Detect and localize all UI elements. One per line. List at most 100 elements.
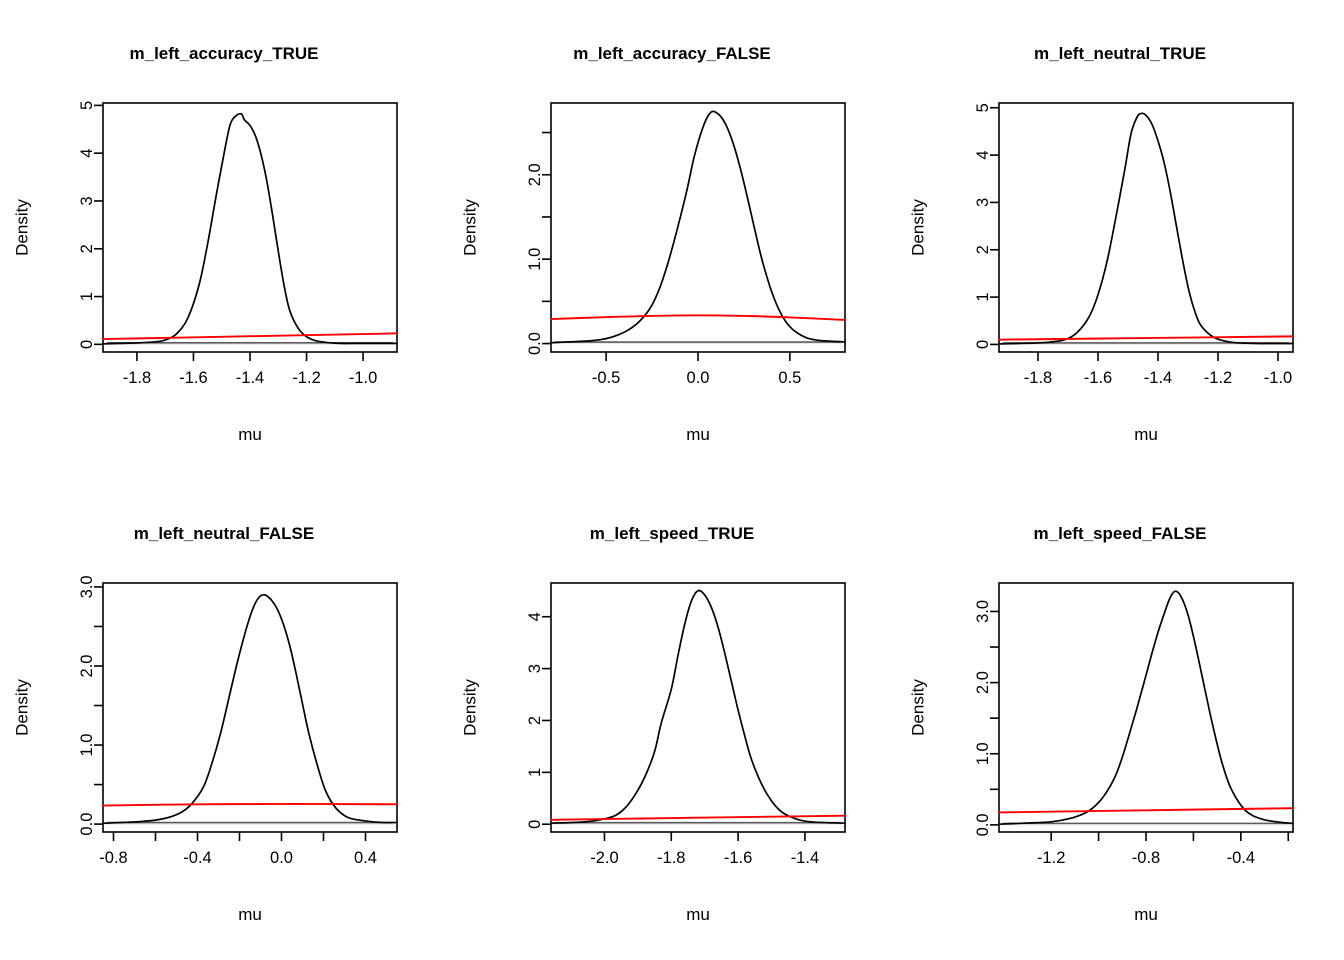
x-axis-tick-label: -1.6 xyxy=(1084,369,1112,387)
y-axis-tick-label: 3.0 xyxy=(78,575,96,598)
x-axis-tick-label: 0.4 xyxy=(354,849,377,867)
density-panel: m_left_accuracy_TRUE 0 1 2 3 4 5 -1.8 -1.6 -1.4 -1… xyxy=(0,0,448,480)
plot-canvas: 0.0 1.0 2.0 -0.5 0.0 0.5 Density mu xyxy=(461,102,846,444)
plot-canvas: 0 1 2 3 4 5 -1.8 -1.6 -1.4 -1.2 -1.0 Density mu xyxy=(909,102,1294,444)
posterior-density-curve xyxy=(998,112,1294,345)
x-axis-tick-label: -1.4 xyxy=(1144,369,1172,387)
y-axis-tick-label: 1 xyxy=(526,768,544,777)
x-axis-title: mu xyxy=(686,425,710,444)
x-axis-title: mu xyxy=(1134,425,1158,444)
x-axis-tick-label: -1.6 xyxy=(724,849,752,867)
x-axis-title: mu xyxy=(238,905,262,924)
posterior-density-curve xyxy=(102,593,398,825)
plot-box-frame xyxy=(550,582,846,833)
posterior-density-curve xyxy=(550,110,846,344)
prior-density-curve xyxy=(998,807,1294,814)
y-axis-tick-label: 4 xyxy=(78,149,96,158)
y-axis-tick-label: 2 xyxy=(974,245,992,254)
y-axis-tick-label: 0 xyxy=(526,820,544,829)
y-axis-tick-label: 3.0 xyxy=(974,600,992,623)
plot-box-frame xyxy=(998,102,1294,353)
y-axis-title: Density xyxy=(13,679,32,736)
x-axis-tick-label: -1.2 xyxy=(1204,369,1232,387)
x-axis-tick-label: -1.4 xyxy=(236,369,264,387)
y-axis-tick-label: 3 xyxy=(974,198,992,207)
x-axis-title: mu xyxy=(1134,905,1158,924)
y-axis-tick-label: 1.0 xyxy=(526,248,544,271)
panel-title: m_left_neutral_TRUE xyxy=(1034,44,1206,63)
posterior-density-curve xyxy=(550,589,846,825)
y-axis-tick-label: 4 xyxy=(974,150,992,159)
y-axis-title: Density xyxy=(13,199,32,256)
y-axis-tick-label: 1.0 xyxy=(974,742,992,765)
panel-title: m_left_speed_TRUE xyxy=(589,524,755,543)
plot-box-frame xyxy=(998,582,1294,833)
x-axis-title: mu xyxy=(686,905,710,924)
y-axis-tick-label: 0.0 xyxy=(526,332,544,355)
y-axis-tick-label: 5 xyxy=(78,101,96,110)
x-axis-tick-label: -0.4 xyxy=(1227,849,1255,867)
y-axis-tick-label: 1.0 xyxy=(78,734,96,757)
y-axis-tick-label: 0 xyxy=(78,340,96,349)
prior-density-curve xyxy=(102,332,398,341)
x-axis-tick-label: -1.8 xyxy=(1024,369,1052,387)
y-axis-tick-label: 2.0 xyxy=(974,671,992,694)
y-axis-tick-label: 2.0 xyxy=(526,163,544,186)
x-axis-tick-label: -1.2 xyxy=(292,369,320,387)
density-panel: m_left_accuracy_FALSE 0.0 1.0 2.0 -0.5 0.0 0.5… xyxy=(448,0,896,480)
y-axis-tick-label: 3 xyxy=(526,664,544,673)
x-axis-tick-label: 0.0 xyxy=(687,369,710,387)
x-axis-tick-label: -0.4 xyxy=(183,849,211,867)
x-axis-tick-label: 0.5 xyxy=(778,369,801,387)
y-axis-tick-label: 0.0 xyxy=(78,813,96,836)
density-panel: m_left_speed_FALSE 0.0 1.0 2.0 3.0 -1.2 -0.8 -0… xyxy=(896,480,1344,960)
y-axis-tick-label: 0.0 xyxy=(974,813,992,836)
x-axis-tick-label: -1.2 xyxy=(1037,849,1065,867)
posterior-density-curve xyxy=(102,112,398,345)
x-axis-title: mu xyxy=(238,425,262,444)
plot-canvas: 0.0 1.0 2.0 3.0 -0.8 -0.4 0.0 0.4 Density mu xyxy=(13,575,398,924)
plot-box-frame xyxy=(102,582,398,833)
x-axis-tick-label: -2.0 xyxy=(590,849,618,867)
plot-box-frame xyxy=(102,102,398,353)
x-axis-tick-label: -0.8 xyxy=(1132,849,1160,867)
y-axis-title: Density xyxy=(909,199,928,256)
y-axis-title: Density xyxy=(909,679,928,736)
plot-canvas: 0 1 2 3 4 -2.0 -1.8 -1.6 -1.4 Density mu xyxy=(461,582,846,924)
density-panel: m_left_speed_TRUE 0 1 2 3 4 -2.0 -1.8 -1.6 -1.4 De… xyxy=(448,480,896,960)
x-axis-tick-label: -1.6 xyxy=(179,369,207,387)
x-axis-tick-label: -1.0 xyxy=(349,369,377,387)
panel-title: m_left_accuracy_FALSE xyxy=(573,44,771,63)
panel-title: m_left_neutral_FALSE xyxy=(133,524,315,543)
prior-density-curve xyxy=(998,335,1294,341)
density-panel: m_left_neutral_TRUE 0 1 2 3 4 5 -1.8 -1.6 -1.4 -1.… xyxy=(896,0,1344,480)
y-axis-tick-label: 2 xyxy=(78,244,96,253)
panel-title: m_left_accuracy_TRUE xyxy=(129,44,319,63)
y-axis-tick-label: 1 xyxy=(974,292,992,301)
y-axis-title: Density xyxy=(461,679,480,736)
y-axis-title: Density xyxy=(461,199,480,256)
y-axis-tick-label: 0 xyxy=(974,340,992,349)
prior-density-curve xyxy=(102,802,398,807)
x-axis-tick-label: -0.8 xyxy=(99,849,127,867)
y-axis-tick-label: 2.0 xyxy=(78,655,96,678)
y-axis-tick-label: 5 xyxy=(974,103,992,112)
density-panel: m_left_neutral_FALSE 0.0 1.0 2.0 3.0 -0.8 -0.4… xyxy=(0,480,448,960)
prior-density-curve xyxy=(550,814,846,821)
plot-canvas: 0.0 1.0 2.0 3.0 -1.2 -0.8 -0.4 Density mu xyxy=(909,582,1294,924)
y-axis-tick-label: 1 xyxy=(78,292,96,301)
x-axis-tick-label: -1.8 xyxy=(657,849,685,867)
panel-title: m_left_speed_FALSE xyxy=(1033,524,1207,543)
y-axis-tick-label: 4 xyxy=(526,612,544,621)
y-axis-tick-label: 3 xyxy=(78,196,96,205)
y-axis-tick-label: 2 xyxy=(526,716,544,725)
x-axis-tick-label: -1.4 xyxy=(791,849,819,867)
x-axis-tick-label: 0.0 xyxy=(270,849,293,867)
prior-density-curve xyxy=(550,314,846,321)
posterior-density-curve xyxy=(998,590,1294,826)
plot-canvas: 0 1 2 3 4 5 -1.8 -1.6 -1.4 -1.2 -1.0 Density mu xyxy=(13,101,398,444)
x-axis-tick-label: -1.8 xyxy=(123,369,151,387)
x-axis-tick-label: -1.0 xyxy=(1264,369,1292,387)
x-axis-tick-label: -0.5 xyxy=(592,369,620,387)
